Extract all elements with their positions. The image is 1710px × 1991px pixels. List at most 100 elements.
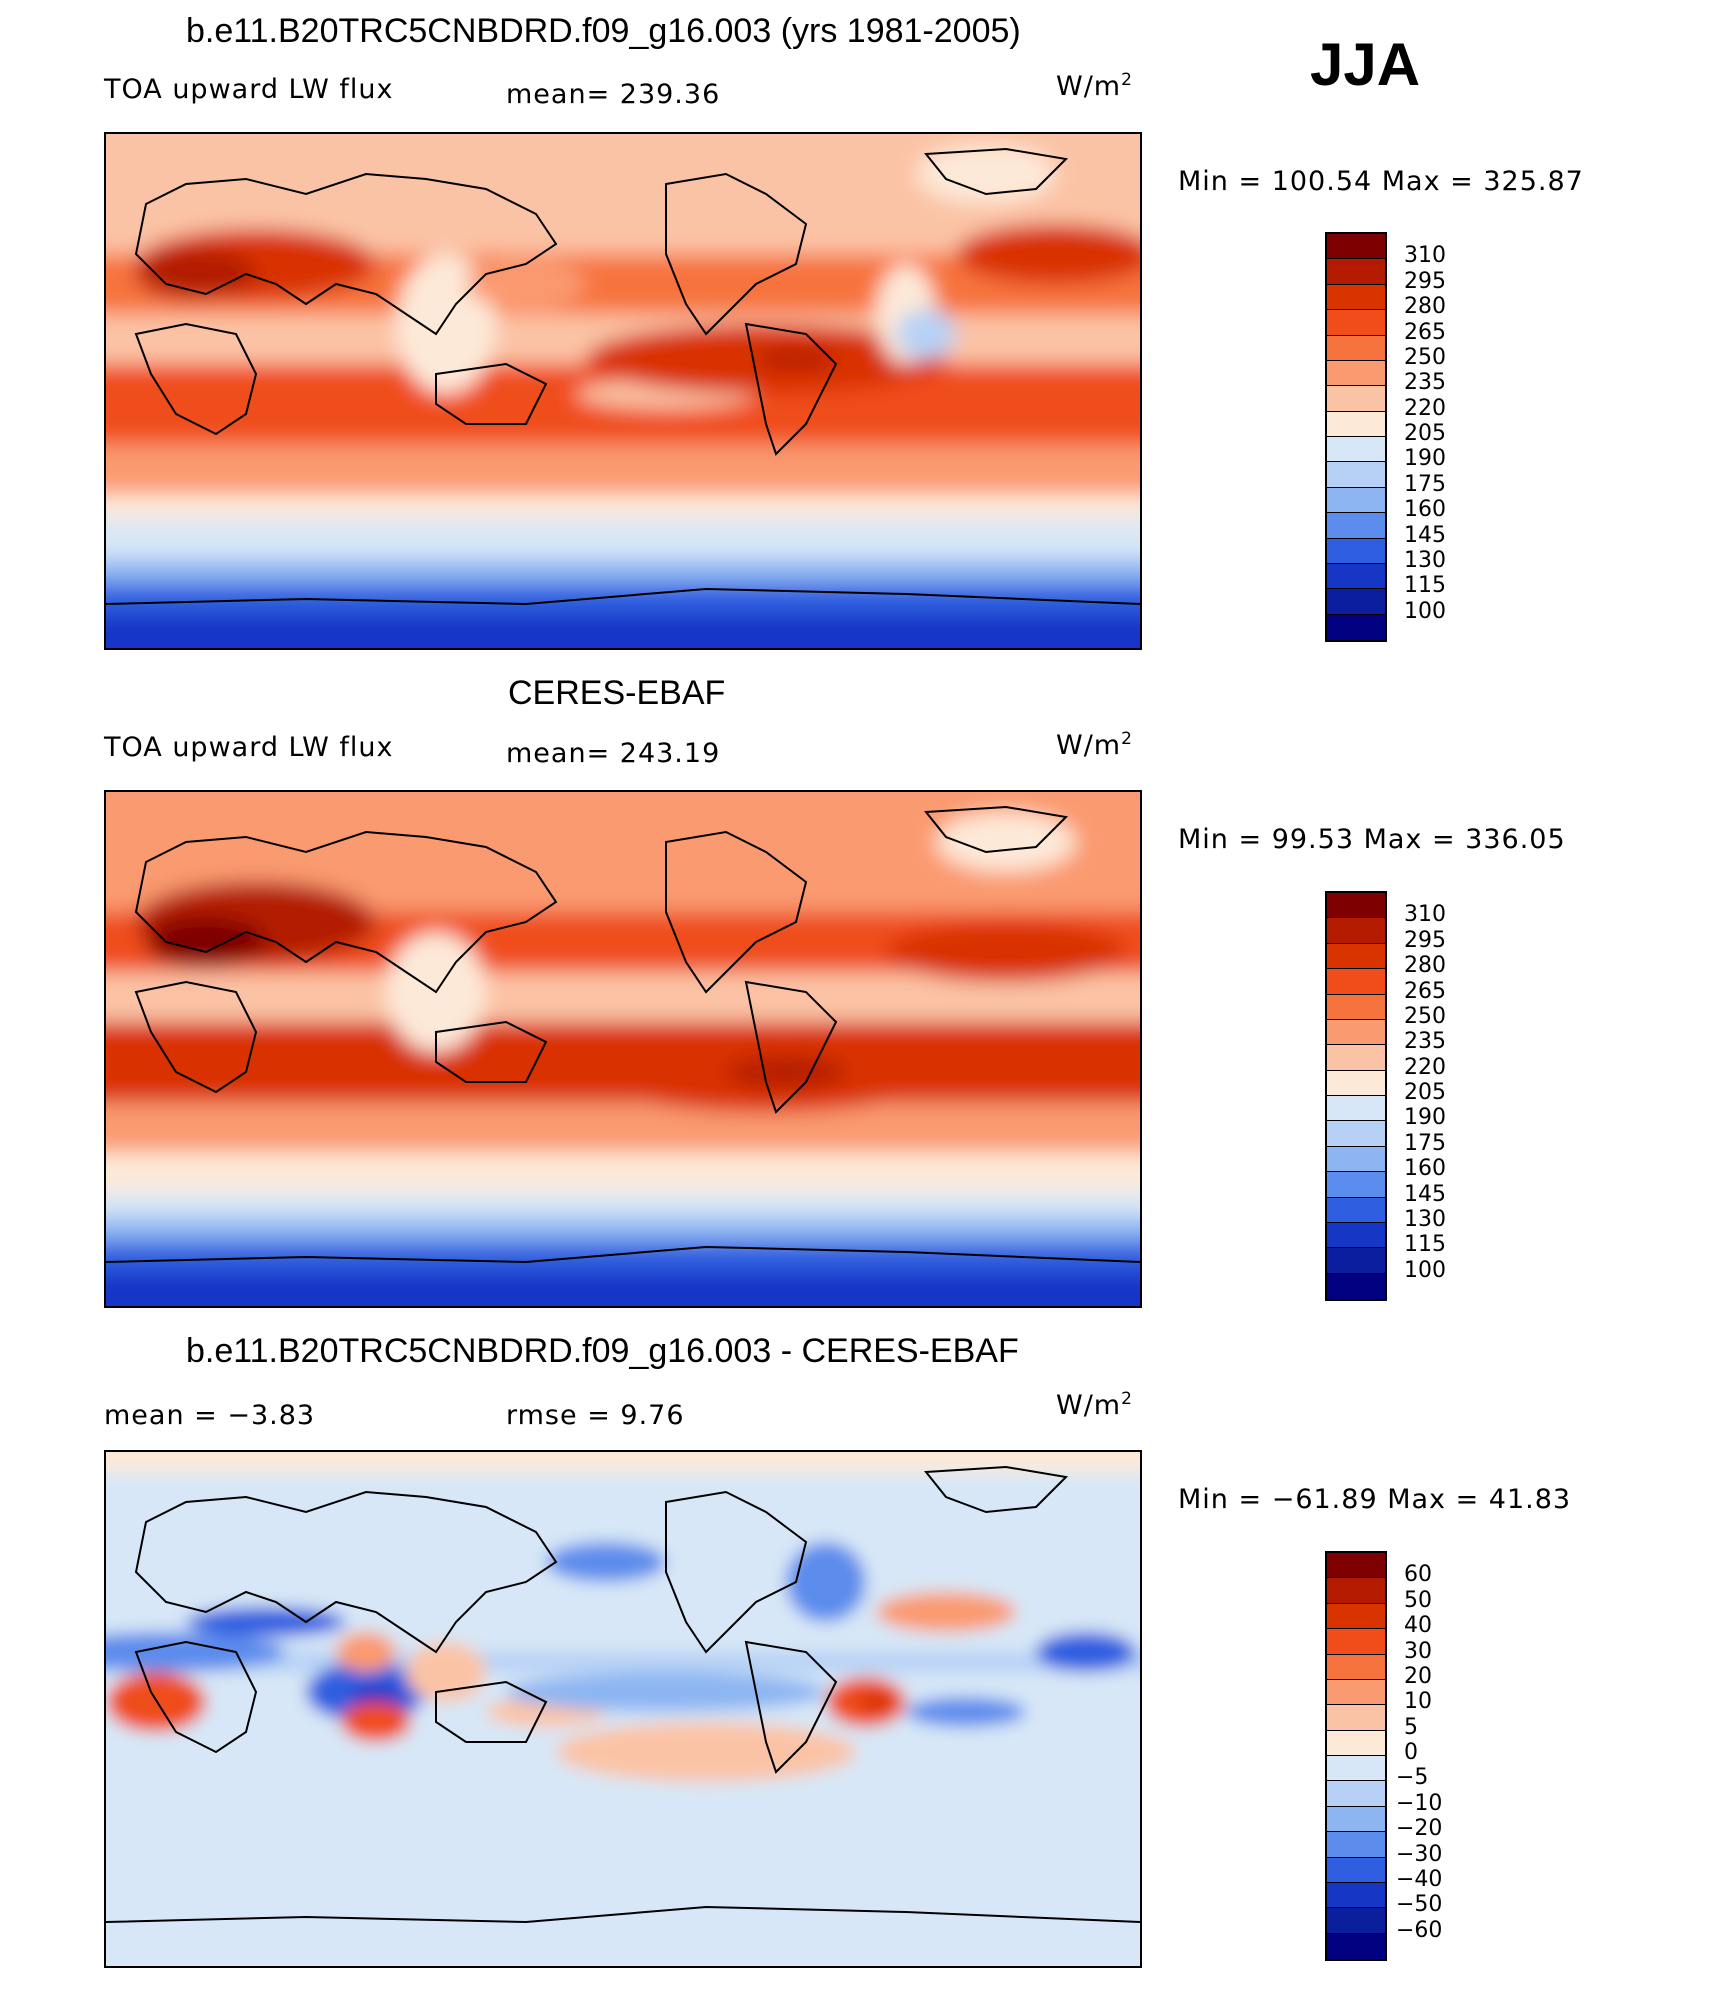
panel-1-map-svg xyxy=(106,134,1140,648)
colorbar-tick-label: 295 xyxy=(1404,268,1446,294)
colorbar-cell xyxy=(1327,1578,1385,1604)
colorbar-tick-label: 235 xyxy=(1404,1029,1446,1055)
colorbar-tick-label: 30 xyxy=(1404,1638,1432,1664)
colorbar-cell xyxy=(1327,1070,1385,1096)
colorbar-tick-label: 145 xyxy=(1404,1181,1446,1207)
colorbar-cell xyxy=(1327,1553,1385,1579)
colorbar-cell xyxy=(1327,1197,1385,1223)
panel-1-title: b.e11.B20TRC5CNBDRD.f09_g16.003 (yrs 198… xyxy=(186,12,1021,50)
colorbar-tick-label: 100 xyxy=(1404,1257,1446,1283)
colorbar-tick-label: 310 xyxy=(1404,243,1446,269)
panel-1-variable-label: TOA upward LW flux xyxy=(104,74,394,105)
colorbar-cell xyxy=(1327,893,1385,919)
panel-2-variable-label: TOA upward LW flux xyxy=(104,732,394,763)
colorbar-cell xyxy=(1327,1933,1385,1959)
colorbar-cell xyxy=(1327,1096,1385,1122)
colorbar-cell xyxy=(1327,1781,1385,1807)
colorbar-tick-label: −40 xyxy=(1396,1866,1443,1892)
colorbar-cell xyxy=(1327,1121,1385,1147)
panel-3-colorbar xyxy=(1325,1551,1387,1961)
colorbar-tick-label: 220 xyxy=(1404,1054,1446,1080)
panel-1-colorbar xyxy=(1325,232,1387,642)
colorbar-cell xyxy=(1327,513,1385,539)
colorbar-cell xyxy=(1327,994,1385,1020)
colorbar-cell xyxy=(1327,335,1385,361)
panel-3-title: b.e11.B20TRC5CNBDRD.f09_g16.003 - CERES-… xyxy=(186,1332,1019,1370)
colorbar-tick-label: 60 xyxy=(1404,1562,1432,1588)
colorbar-tick-label: 175 xyxy=(1404,471,1446,497)
colorbar-tick-label: 10 xyxy=(1404,1689,1432,1715)
colorbar-cell xyxy=(1327,1222,1385,1249)
colorbar-tick-label: 250 xyxy=(1404,1003,1446,1029)
colorbar-cell xyxy=(1327,487,1385,514)
panel-2-colorbar-cells xyxy=(1327,893,1385,1299)
panel-3-map xyxy=(104,1450,1142,1968)
colorbar-cell xyxy=(1327,614,1385,640)
colorbar-tick-label: 280 xyxy=(1404,294,1446,320)
panel-2-map-svg xyxy=(106,792,1140,1306)
panel-1-mean-label: mean= 239.36 xyxy=(506,79,721,110)
colorbar-cell xyxy=(1327,360,1385,387)
colorbar-tick-label: 265 xyxy=(1404,978,1446,1004)
colorbar-tick-label: 190 xyxy=(1404,1105,1446,1131)
colorbar-cell xyxy=(1327,259,1385,285)
colorbar-cell xyxy=(1327,1654,1385,1680)
colorbar-cell xyxy=(1327,1857,1385,1883)
colorbar-tick-label: −30 xyxy=(1396,1841,1443,1867)
colorbar-tick-label: 115 xyxy=(1404,1232,1446,1258)
panel-3-minmax: Min = −61.89 Max = 41.83 xyxy=(1178,1484,1572,1515)
panel-2-colorbar xyxy=(1325,891,1387,1301)
colorbar-cell xyxy=(1327,1730,1385,1756)
panel-2-minmax: Min = 99.53 Max = 336.05 xyxy=(1178,824,1566,855)
colorbar-tick-label: 40 xyxy=(1404,1613,1432,1639)
colorbar-tick-label: 0 xyxy=(1404,1740,1418,1765)
colorbar-cell xyxy=(1327,234,1385,260)
colorbar-cell xyxy=(1327,437,1385,463)
colorbar-cell xyxy=(1327,1908,1385,1934)
colorbar-cell xyxy=(1327,462,1385,488)
colorbar-tick-label: 265 xyxy=(1404,319,1446,345)
colorbar-cell xyxy=(1327,1756,1385,1782)
colorbar-cell xyxy=(1327,1679,1385,1706)
colorbar-tick-label: −5 xyxy=(1396,1765,1429,1791)
colorbar-tick-label: −50 xyxy=(1396,1892,1443,1918)
panel-3-mean-label: mean = −3.83 xyxy=(104,1400,316,1431)
colorbar-cell xyxy=(1327,1045,1385,1071)
panel-2-map xyxy=(104,790,1142,1308)
panel-1-minmax: Min = 100.54 Max = 325.87 xyxy=(1178,166,1584,197)
panel-1-colorbar-cells xyxy=(1327,234,1385,640)
season-label: JJA xyxy=(1310,31,1421,98)
colorbar-cell xyxy=(1327,969,1385,995)
colorbar-cell xyxy=(1327,310,1385,336)
panel-3-map-svg xyxy=(106,1452,1140,1966)
colorbar-tick-label: 295 xyxy=(1404,927,1446,953)
colorbar-cell xyxy=(1327,1248,1385,1274)
colorbar-cell xyxy=(1327,1273,1385,1299)
colorbar-tick-label: 175 xyxy=(1404,1130,1446,1156)
colorbar-cell xyxy=(1327,386,1385,412)
colorbar-cell xyxy=(1327,1629,1385,1655)
colorbar-cell xyxy=(1327,1806,1385,1833)
colorbar-tick-label: 205 xyxy=(1404,1080,1446,1105)
colorbar-tick-label: 220 xyxy=(1404,395,1446,421)
colorbar-tick-label: 190 xyxy=(1404,446,1446,472)
colorbar-tick-label: 100 xyxy=(1404,598,1446,624)
colorbar-tick-label: −20 xyxy=(1396,1816,1443,1842)
colorbar-tick-label: 250 xyxy=(1404,344,1446,370)
colorbar-tick-label: 160 xyxy=(1404,497,1446,523)
panel-2-mean-label: mean= 243.19 xyxy=(506,738,721,769)
colorbar-cell xyxy=(1327,1146,1385,1173)
colorbar-tick-label: 130 xyxy=(1404,1206,1446,1232)
colorbar-cell xyxy=(1327,411,1385,437)
colorbar-tick-label: −10 xyxy=(1396,1790,1443,1816)
colorbar-cell xyxy=(1327,1603,1385,1630)
colorbar-tick-label: 205 xyxy=(1404,421,1446,446)
colorbar-cell xyxy=(1327,918,1385,944)
colorbar-tick-label: 130 xyxy=(1404,547,1446,573)
colorbar-tick-label: 115 xyxy=(1404,573,1446,599)
colorbar-tick-label: 145 xyxy=(1404,522,1446,548)
colorbar-cell xyxy=(1327,1705,1385,1731)
colorbar-tick-label: 160 xyxy=(1404,1156,1446,1182)
colorbar-cell xyxy=(1327,563,1385,590)
panel-3-units: W/m2 xyxy=(1056,1389,1133,1421)
